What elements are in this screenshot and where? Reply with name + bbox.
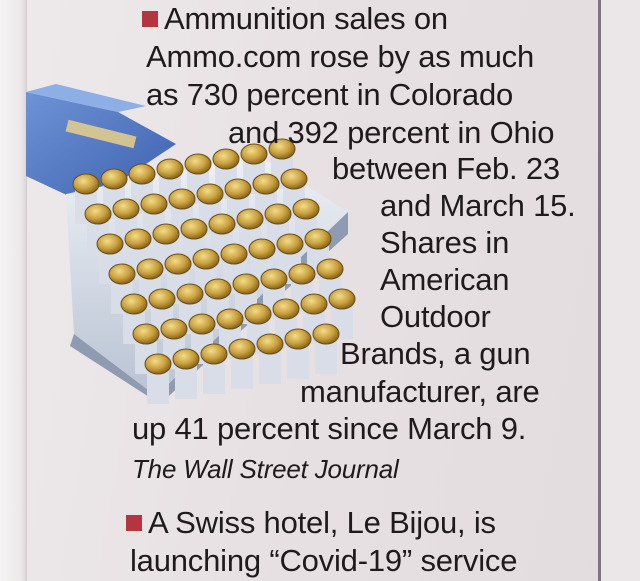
cartridge-casing [231,349,253,389]
cartridge-head [312,323,340,345]
item-1-line-3: as 730 percent in Colorado [146,77,514,112]
cartridge-head [204,278,232,300]
cartridge-head [264,203,292,225]
cartridge-head [164,253,192,275]
item-1-line-6: and March 15. [380,188,576,223]
item-2-line-2: launching “Covid-19” service [130,543,518,578]
cartridge-head [212,148,240,170]
cartridge-head [236,208,264,230]
cartridge-head [256,333,284,355]
cartridge-head [124,228,152,250]
cartridge-head [244,303,272,325]
cartridge-head [108,263,136,285]
cartridge-head [224,178,252,200]
item-2-line-1: A Swiss hotel, Le Bijou, is [126,506,496,540]
cartridge-head [100,168,128,190]
item-1-line-2: Ammo.com rose by as much [146,39,534,74]
item-1-source: The Wall Street Journal [132,454,399,484]
cartridge-head [72,173,100,195]
cartridge-casing [147,364,169,404]
cartridge-head [84,203,112,225]
cartridge-head [112,198,140,220]
cartridge-head [280,168,308,190]
cartridge-head [156,158,184,180]
item-1-line-9: Outdoor [380,299,491,334]
cartridge-head [168,188,196,210]
cartridge-casing [175,359,197,399]
cartridge-head [208,213,236,235]
bullet-icon [142,11,158,27]
ammunition-box-icon [26,84,356,404]
cartridge-head [272,298,300,320]
cartridge-head [284,328,312,350]
page-gutter [0,0,27,581]
column-rule [598,0,601,581]
cartridge-head [132,323,160,345]
cartridge-head [196,183,224,205]
cartridge-casing [315,334,337,374]
bullet-icon [126,515,142,531]
item-1-line-5: between Feb. 23 [332,151,560,186]
cartridge-casing [259,344,281,384]
cartridge-head [248,238,276,260]
cartridge-head [260,268,288,290]
cartridge-head [152,223,180,245]
cartridge-head [288,263,316,285]
cartridge-head [184,153,212,175]
cartridge-head [252,173,280,195]
cartridge-head [144,353,172,375]
item-1-line-12: up 41 percent since March 9. [132,411,527,446]
cartridge-head [192,248,220,270]
cartridge-head [160,318,188,340]
cartridge-head [200,343,228,365]
item-1-line-1: Ammunition sales on [142,2,448,36]
cartridge-casing [287,339,309,379]
cartridge-head [240,143,268,165]
cartridge-head [188,313,216,335]
cartridge-head [96,233,124,255]
item-1-line-8: American [380,262,510,297]
cartridge-head [128,163,156,185]
cartridge-head [304,228,332,250]
cartridge-head [180,218,208,240]
cartridge-casing [203,354,225,394]
cartridge-head [268,138,296,160]
cartridge-head [176,283,204,305]
cartridge-head [232,273,260,295]
item-1-line-11: manufacturer, are [300,374,540,409]
cartridge-head [136,258,164,280]
cartridge-head [172,348,200,370]
cartridge-head [228,338,256,360]
cartridge-head [292,198,320,220]
cartridge-head [220,243,248,265]
cartridge-head [316,258,344,280]
cartridge-head [276,233,304,255]
cartridge-head [300,293,328,315]
cartridge-head [140,193,168,215]
item-1-line-7: Shares in [380,225,510,260]
cartridge-head [148,288,176,310]
page-margin [601,0,640,581]
cartridge-head [120,293,148,315]
item-1-line-10: Brands, a gun [340,336,531,371]
cartridge-head [328,288,356,310]
cartridge-head [216,308,244,330]
item-1-line-4: and 392 percent in Ohio [228,115,555,150]
